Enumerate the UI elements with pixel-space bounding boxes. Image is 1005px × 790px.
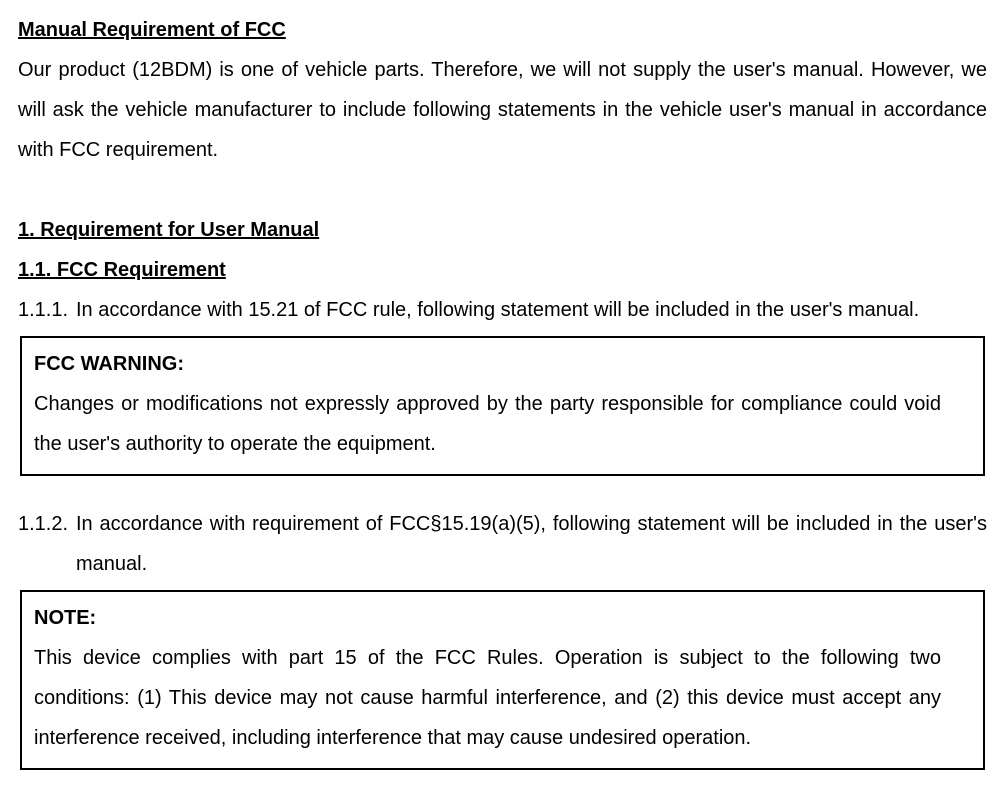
section-1: 1. Requirement for User Manual 1.1. FCC … [18, 210, 987, 770]
note-body: This device complies with part 15 of the… [34, 638, 971, 758]
section-1-1-heading: 1.1. FCC Requirement [18, 250, 987, 290]
doc-title: Manual Requirement of FCC [18, 10, 987, 50]
intro-paragraph: Our product (12BDM) is one of vehicle pa… [18, 50, 987, 170]
note-box: NOTE: This device complies with part 15 … [20, 590, 985, 770]
document-page: Manual Requirement of FCC Our product (1… [0, 0, 1005, 790]
item-1-1-1-number: 1.1.1. [18, 290, 76, 330]
spacer [18, 476, 987, 504]
item-1-1-1: 1.1.1. In accordance with 15.21 of FCC r… [18, 290, 987, 330]
item-1-1-2-number: 1.1.2. [18, 504, 76, 584]
item-1-1-2-text: In accordance with requirement of FCC§15… [76, 504, 987, 584]
item-1-1-2: 1.1.2. In accordance with requirement of… [18, 504, 987, 584]
section-1-heading: 1. Requirement for User Manual [18, 210, 987, 250]
fcc-warning-box: FCC WARNING: Changes or modifications no… [20, 336, 985, 476]
fcc-warning-heading: FCC WARNING: [34, 344, 971, 384]
item-1-1-1-text: In accordance with 15.21 of FCC rule, fo… [76, 290, 987, 330]
note-heading: NOTE: [34, 598, 971, 638]
fcc-warning-body: Changes or modifications not expressly a… [34, 384, 971, 464]
